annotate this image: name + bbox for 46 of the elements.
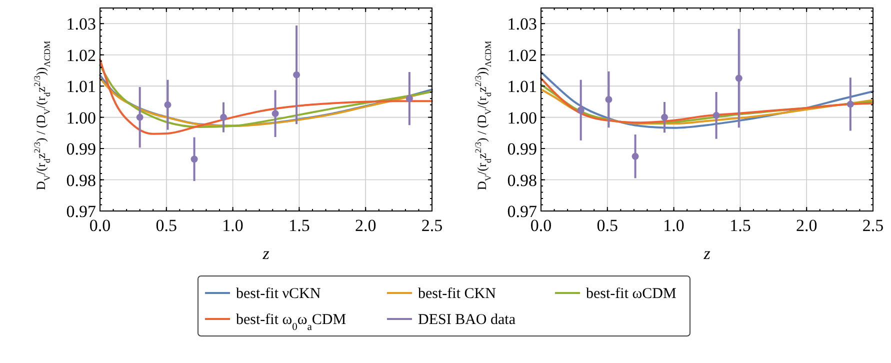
point bbox=[661, 114, 668, 121]
legend-label: best-fit ω$_{0}$ω$_{a}$CDM bbox=[236, 312, 346, 332]
line-series bbox=[540, 71, 874, 129]
point bbox=[735, 74, 742, 82]
x-tick-label: 0.5 bbox=[596, 216, 618, 235]
point bbox=[577, 106, 584, 114]
x-tick-label: 1.0 bbox=[222, 216, 244, 235]
x-axis-title: z bbox=[262, 244, 270, 263]
y-tick-label: 0.99 bbox=[66, 140, 96, 159]
y-tick-label: 1.00 bbox=[66, 108, 96, 128]
x-tick-label: 2.5 bbox=[862, 216, 884, 235]
y-tick-label: 1.00 bbox=[507, 108, 537, 128]
y-tick-label: 1.03 bbox=[66, 14, 96, 34]
point bbox=[712, 112, 720, 119]
x-tick-label: 2.0 bbox=[354, 216, 376, 235]
y-tick-label: 0.98 bbox=[66, 170, 96, 190]
y-tick-label: 1.01 bbox=[507, 77, 537, 96]
point bbox=[605, 96, 612, 104]
x-tick-label: 1.0 bbox=[663, 216, 684, 235]
y-tick-label: 1.01 bbox=[66, 77, 96, 96]
x-axis-title: z bbox=[702, 244, 711, 263]
legend-label: best-fit ωCDM bbox=[586, 286, 676, 302]
y-tick-label: 1.02 bbox=[66, 46, 96, 65]
x-tick-label: 0.5 bbox=[156, 216, 178, 235]
y-tick-label: 1.02 bbox=[507, 46, 537, 65]
point bbox=[846, 100, 854, 108]
x-tick-label: 1.5 bbox=[730, 216, 751, 235]
point bbox=[220, 114, 228, 121]
x-tick-label: 2.5 bbox=[421, 216, 443, 235]
x-tick-label: 2.0 bbox=[796, 216, 818, 235]
point bbox=[293, 71, 300, 78]
x-tick-label: 1.5 bbox=[288, 216, 310, 235]
point bbox=[272, 110, 279, 118]
point bbox=[632, 152, 639, 160]
line-series bbox=[99, 64, 433, 128]
point bbox=[406, 95, 413, 102]
legend-label: best-fit CKN bbox=[418, 286, 496, 302]
y-tick-label: 1.03 bbox=[507, 14, 537, 34]
point bbox=[190, 156, 198, 163]
point bbox=[136, 114, 144, 121]
point bbox=[164, 101, 172, 108]
legend-label: DESI BAO data bbox=[418, 312, 516, 328]
legend-label: best-fit νCKN bbox=[236, 286, 321, 302]
line-series bbox=[99, 58, 433, 135]
y-tick-label: 0.99 bbox=[507, 140, 537, 159]
y-tick-label: 0.98 bbox=[507, 170, 537, 190]
